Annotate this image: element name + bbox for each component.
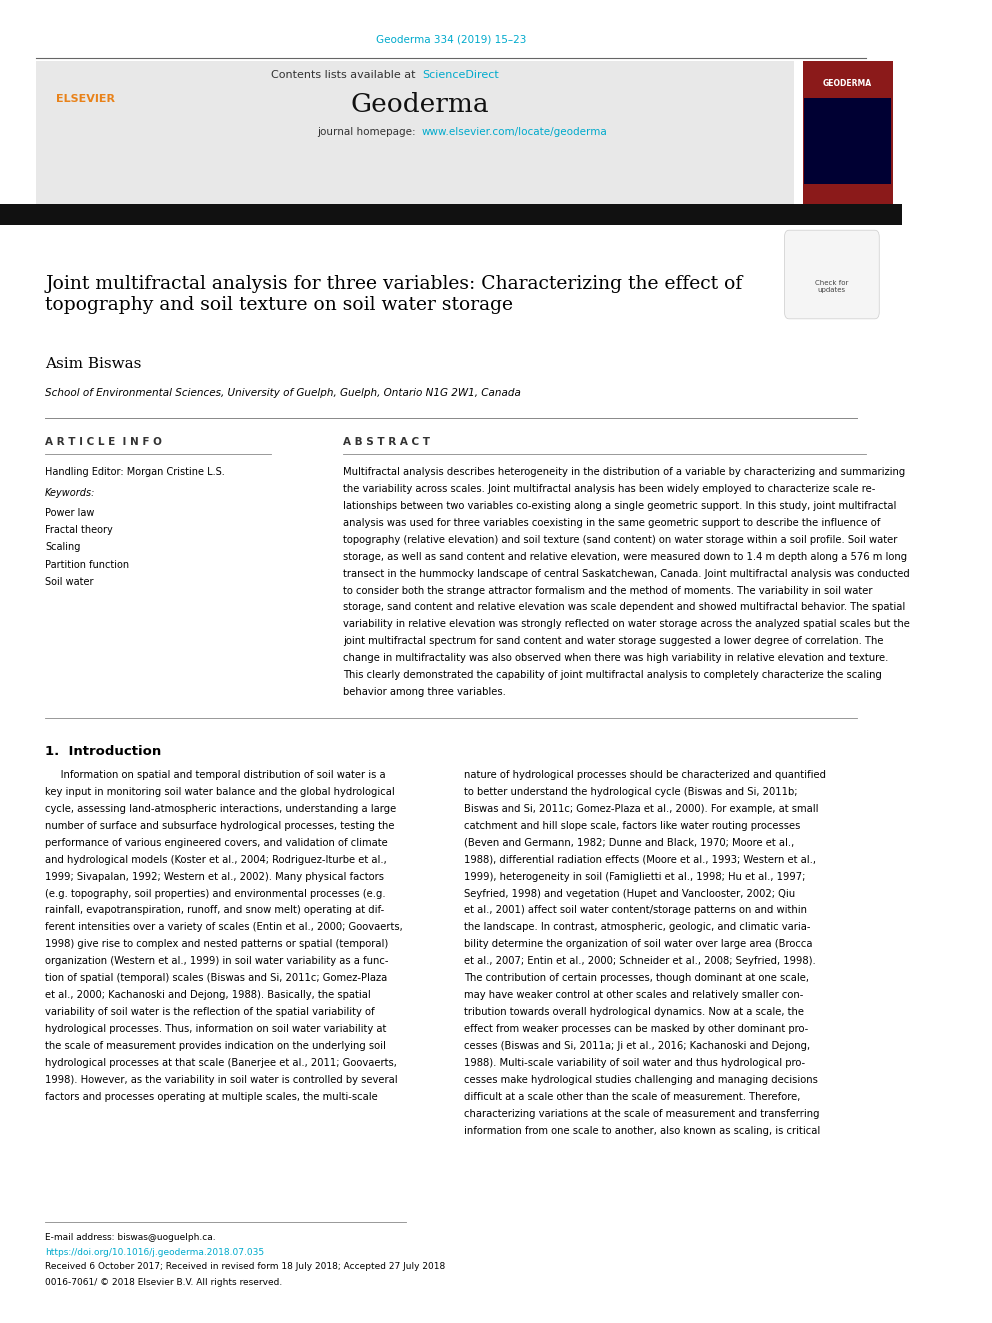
Text: Biswas and Si, 2011c; Gomez-Plaza et al., 2000). For example, at small: Biswas and Si, 2011c; Gomez-Plaza et al.… <box>464 804 819 814</box>
Text: Check for
updates: Check for updates <box>814 280 848 294</box>
Text: joint multifractal spectrum for sand content and water storage suggested a lower: joint multifractal spectrum for sand con… <box>342 636 883 647</box>
Text: www.elsevier.com/locate/geoderma: www.elsevier.com/locate/geoderma <box>422 127 608 138</box>
Text: catchment and hill slope scale, factors like water routing processes: catchment and hill slope scale, factors … <box>464 820 801 831</box>
Text: Power law: Power law <box>45 508 94 519</box>
Text: 0016-7061/ © 2018 Elsevier B.V. All rights reserved.: 0016-7061/ © 2018 Elsevier B.V. All righ… <box>45 1278 283 1287</box>
Text: Partition function: Partition function <box>45 560 129 570</box>
Text: Asim Biswas: Asim Biswas <box>45 357 142 372</box>
Text: behavior among three variables.: behavior among three variables. <box>342 687 506 697</box>
Text: et al., 2001) affect soil water content/storage patterns on and within: et al., 2001) affect soil water content/… <box>464 905 807 916</box>
Text: effect from weaker processes can be masked by other dominant pro-: effect from weaker processes can be mask… <box>464 1024 808 1035</box>
Text: storage, sand content and relative elevation was scale dependent and showed mult: storage, sand content and relative eleva… <box>342 602 905 613</box>
Text: rainfall, evapotranspiration, runoff, and snow melt) operating at dif-: rainfall, evapotranspiration, runoff, an… <box>45 905 384 916</box>
FancyBboxPatch shape <box>36 61 794 217</box>
Text: GEODERMA: GEODERMA <box>823 79 872 87</box>
Text: https://doi.org/10.1016/j.geoderma.2018.07.035: https://doi.org/10.1016/j.geoderma.2018.… <box>45 1248 264 1257</box>
Text: Received 6 October 2017; Received in revised form 18 July 2018; Accepted 27 July: Received 6 October 2017; Received in rev… <box>45 1262 445 1271</box>
Text: factors and processes operating at multiple scales, the multi-scale: factors and processes operating at multi… <box>45 1091 378 1102</box>
Text: to better understand the hydrological cycle (Biswas and Si, 2011b;: to better understand the hydrological cy… <box>464 787 798 796</box>
Text: E-mail address: biswas@uoguelph.ca.: E-mail address: biswas@uoguelph.ca. <box>45 1233 215 1242</box>
Text: to consider both the strange attractor formalism and the method of moments. The : to consider both the strange attractor f… <box>342 586 872 595</box>
Text: Geoderma: Geoderma <box>350 93 489 116</box>
Text: number of surface and subsurface hydrological processes, testing the: number of surface and subsurface hydrolo… <box>45 820 395 831</box>
Text: variability of soil water is the reflection of the spatial variability of: variability of soil water is the reflect… <box>45 1007 375 1017</box>
Text: difficult at a scale other than the scale of measurement. Therefore,: difficult at a scale other than the scal… <box>464 1091 801 1102</box>
Text: Contents lists available at: Contents lists available at <box>272 70 420 81</box>
Text: The contribution of certain processes, though dominant at one scale,: The contribution of certain processes, t… <box>464 974 809 983</box>
Text: Joint multifractal analysis for three variables: Characterizing the effect of
to: Joint multifractal analysis for three va… <box>45 275 742 314</box>
Text: performance of various engineered covers, and validation of climate: performance of various engineered covers… <box>45 837 388 848</box>
Text: 1998) give rise to complex and nested patterns or spatial (temporal): 1998) give rise to complex and nested pa… <box>45 939 388 950</box>
Text: transect in the hummocky landscape of central Saskatchewan, Canada. Joint multif: transect in the hummocky landscape of ce… <box>342 569 910 578</box>
Text: journal homepage:: journal homepage: <box>317 127 420 138</box>
Text: hydrological processes at that scale (Banerjee et al., 2011; Goovaerts,: hydrological processes at that scale (Ba… <box>45 1058 397 1068</box>
Text: A B S T R A C T: A B S T R A C T <box>342 437 430 447</box>
Text: variability in relative elevation was strongly reflected on water storage across: variability in relative elevation was st… <box>342 619 910 630</box>
Text: lationships between two variables co-existing along a single geometric support. : lationships between two variables co-exi… <box>342 501 896 511</box>
Text: topography (relative elevation) and soil texture (sand content) on water storage: topography (relative elevation) and soil… <box>342 534 897 545</box>
Text: Keywords:: Keywords: <box>45 488 95 499</box>
Text: characterizing variations at the scale of measurement and transferring: characterizing variations at the scale o… <box>464 1109 820 1119</box>
Text: ferent intensities over a variety of scales (Entin et al., 2000; Goovaerts,: ferent intensities over a variety of sca… <box>45 922 403 933</box>
FancyBboxPatch shape <box>785 230 879 319</box>
FancyBboxPatch shape <box>0 204 902 225</box>
Text: ScienceDirect: ScienceDirect <box>422 70 499 81</box>
Text: storage, as well as sand content and relative elevation, were measured down to 1: storage, as well as sand content and rel… <box>342 552 907 562</box>
Text: nature of hydrological processes should be characterized and quantified: nature of hydrological processes should … <box>464 770 826 781</box>
Text: Information on spatial and temporal distribution of soil water is a: Information on spatial and temporal dist… <box>45 770 386 781</box>
Text: Seyfried, 1998) and vegetation (Hupet and Vanclooster, 2002; Qiu: Seyfried, 1998) and vegetation (Hupet an… <box>464 889 796 898</box>
Text: et al., 2000; Kachanoski and Dejong, 1988). Basically, the spatial: et al., 2000; Kachanoski and Dejong, 198… <box>45 990 371 1000</box>
Text: the scale of measurement provides indication on the underlying soil: the scale of measurement provides indica… <box>45 1041 386 1050</box>
Text: key input in monitoring soil water balance and the global hydrological: key input in monitoring soil water balan… <box>45 787 395 796</box>
Text: and hydrological models (Koster et al., 2004; Rodriguez-Iturbe et al.,: and hydrological models (Koster et al., … <box>45 855 387 865</box>
Text: A R T I C L E  I N F O: A R T I C L E I N F O <box>45 437 162 447</box>
Text: may have weaker control at other scales and relatively smaller con-: may have weaker control at other scales … <box>464 990 804 1000</box>
Text: 1988), differential radiation effects (Moore et al., 1993; Western et al.,: 1988), differential radiation effects (M… <box>464 855 816 865</box>
Text: 1999; Sivapalan, 1992; Western et al., 2002). Many physical factors: 1999; Sivapalan, 1992; Western et al., 2… <box>45 872 384 881</box>
Text: Multifractal analysis describes heterogeneity in the distribution of a variable : Multifractal analysis describes heteroge… <box>342 467 905 478</box>
Text: information from one scale to another, also known as scaling, is critical: information from one scale to another, a… <box>464 1126 820 1135</box>
Text: 1.  Introduction: 1. Introduction <box>45 745 162 758</box>
Text: bility determine the organization of soil water over large area (Brocca: bility determine the organization of soi… <box>464 939 812 950</box>
Text: tribution towards overall hydrological dynamics. Now at a scale, the: tribution towards overall hydrological d… <box>464 1007 805 1017</box>
Text: et al., 2007; Entin et al., 2000; Schneider et al., 2008; Seyfried, 1998).: et al., 2007; Entin et al., 2000; Schnei… <box>464 957 816 966</box>
Text: Handling Editor: Morgan Cristine L.S.: Handling Editor: Morgan Cristine L.S. <box>45 467 225 478</box>
Text: hydrological processes. Thus, information on soil water variability at: hydrological processes. Thus, informatio… <box>45 1024 387 1035</box>
Text: Fractal theory: Fractal theory <box>45 525 113 536</box>
Text: (Beven and Germann, 1982; Dunne and Black, 1970; Moore et al.,: (Beven and Germann, 1982; Dunne and Blac… <box>464 837 795 848</box>
Text: 1999), heterogeneity in soil (Famiglietti et al., 1998; Hu et al., 1997;: 1999), heterogeneity in soil (Famigliett… <box>464 872 806 881</box>
Text: Geoderma 334 (2019) 15–23: Geoderma 334 (2019) 15–23 <box>376 34 526 45</box>
FancyBboxPatch shape <box>803 61 893 217</box>
Text: change in multifractality was also observed when there was high variability in r: change in multifractality was also obser… <box>342 654 888 663</box>
Text: 1988). Multi-scale variability of soil water and thus hydrological pro-: 1988). Multi-scale variability of soil w… <box>464 1058 806 1068</box>
Text: organization (Western et al., 1999) in soil water variability as a func-: organization (Western et al., 1999) in s… <box>45 957 389 966</box>
FancyBboxPatch shape <box>805 98 891 184</box>
Text: This clearly demonstrated the capability of joint multifractal analysis to compl: This clearly demonstrated the capability… <box>342 671 882 680</box>
Text: the landscape. In contrast, atmospheric, geologic, and climatic varia-: the landscape. In contrast, atmospheric,… <box>464 922 810 933</box>
Text: (e.g. topography, soil properties) and environmental processes (e.g.: (e.g. topography, soil properties) and e… <box>45 889 386 898</box>
Text: cesses (Biswas and Si, 2011a; Ji et al., 2016; Kachanoski and Dejong,: cesses (Biswas and Si, 2011a; Ji et al.,… <box>464 1041 810 1050</box>
Text: ELSEVIER: ELSEVIER <box>57 94 115 105</box>
Text: Scaling: Scaling <box>45 542 80 553</box>
Text: School of Environmental Sciences, University of Guelph, Guelph, Ontario N1G 2W1,: School of Environmental Sciences, Univer… <box>45 388 521 398</box>
Text: 1998). However, as the variability in soil water is controlled by several: 1998). However, as the variability in so… <box>45 1074 398 1085</box>
Text: Soil water: Soil water <box>45 577 93 587</box>
Text: cycle, assessing land-atmospheric interactions, understanding a large: cycle, assessing land-atmospheric intera… <box>45 804 397 814</box>
Text: analysis was used for three variables coexisting in the same geometric support t: analysis was used for three variables co… <box>342 517 880 528</box>
Text: tion of spatial (temporal) scales (Biswas and Si, 2011c; Gomez-Plaza: tion of spatial (temporal) scales (Biswa… <box>45 974 387 983</box>
Text: cesses make hydrological studies challenging and managing decisions: cesses make hydrological studies challen… <box>464 1074 818 1085</box>
Text: the variability across scales. Joint multifractal analysis has been widely emplo: the variability across scales. Joint mul… <box>342 484 875 493</box>
